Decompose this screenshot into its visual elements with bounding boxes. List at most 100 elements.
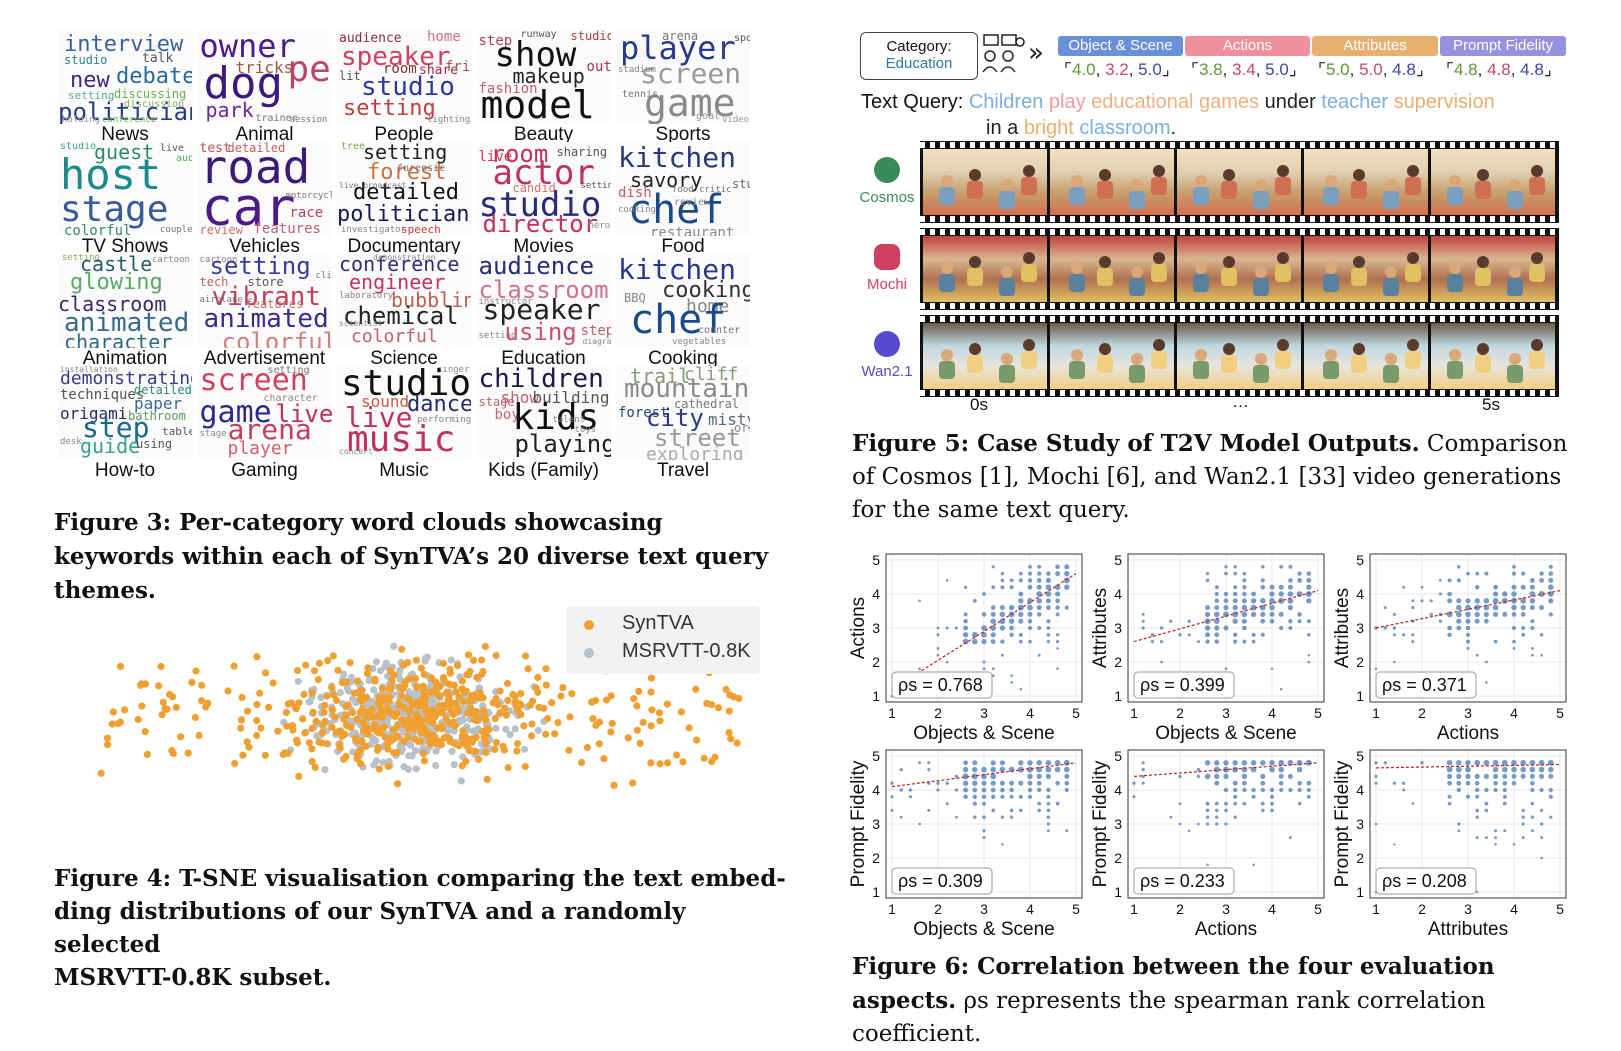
video-frame xyxy=(1304,236,1428,302)
scatter-point xyxy=(927,768,931,772)
scatter-point xyxy=(1530,780,1535,786)
scatter-point xyxy=(1456,578,1461,583)
model-score: 5.0 xyxy=(1325,60,1350,79)
scatter-point xyxy=(1279,787,1284,793)
scatter-point xyxy=(1306,577,1312,583)
scatter-point xyxy=(1027,597,1033,604)
wordcloud-word: audience xyxy=(176,153,192,164)
tsne-point-syntva xyxy=(514,740,522,748)
scatter-point xyxy=(1233,565,1237,569)
scatter-point xyxy=(1242,625,1247,631)
tsne-point-msrvtt xyxy=(343,684,351,692)
rho-label: ρs = 0.309 xyxy=(898,871,983,891)
tsne-point-syntva xyxy=(237,716,246,724)
scatter-point xyxy=(1306,571,1312,576)
tsne-point-syntva xyxy=(478,656,486,664)
wordcloud-word: video xyxy=(722,115,750,125)
tsne-point-msrvtt xyxy=(371,737,380,745)
scatter-point xyxy=(1476,890,1479,894)
tsne-point-syntva xyxy=(610,781,618,789)
wordcloud-image: interview studio talk new debate discussing se… xyxy=(58,30,192,124)
x-tick-label: 4 xyxy=(1268,901,1276,917)
scatter-point xyxy=(1141,619,1145,623)
scatter-point xyxy=(1232,604,1238,611)
scatter-point xyxy=(1223,760,1229,766)
scatter-point xyxy=(1205,571,1210,576)
scatter-point xyxy=(962,780,969,786)
scatter-point xyxy=(1232,780,1238,786)
scatter-point xyxy=(1475,787,1480,793)
scatter-point xyxy=(1539,808,1544,813)
tsne-point-syntva xyxy=(137,680,146,688)
scatter-point xyxy=(1160,640,1164,644)
tsne-point-syntva xyxy=(108,720,116,728)
tsne-point-syntva xyxy=(455,742,463,750)
wordcloud-word: savory xyxy=(630,168,703,192)
wordcloud-word: cooking xyxy=(662,278,750,303)
scatter-point xyxy=(1046,633,1051,637)
tsne-point-syntva xyxy=(420,670,428,678)
tsne-point-syntva xyxy=(103,734,112,742)
tsne-point-syntva xyxy=(492,695,500,703)
y-tick-label: 1 xyxy=(1114,884,1122,900)
tsne-point-syntva xyxy=(391,712,399,720)
tsne-point-syntva xyxy=(399,661,408,669)
scatter-point xyxy=(1242,571,1247,576)
tsne-point-syntva xyxy=(656,760,664,768)
tsne-point-syntva xyxy=(445,680,453,688)
tsne-point-syntva xyxy=(243,738,251,746)
scatter-point xyxy=(1494,836,1498,840)
scatter-point xyxy=(1064,584,1070,590)
tsne-point-syntva xyxy=(364,730,372,738)
scatter-point xyxy=(1511,571,1517,576)
scatter-point xyxy=(1411,606,1415,610)
wordcloud-word: cartoon xyxy=(152,255,190,265)
time-label-ellipsis: … xyxy=(1232,392,1249,411)
wordcloud-word: fashion xyxy=(478,81,538,97)
scatter-point xyxy=(1046,808,1051,813)
tsne-point-syntva xyxy=(480,733,488,741)
tsne-point-syntva xyxy=(693,736,701,744)
scatter-point xyxy=(1475,653,1479,657)
scatter-point xyxy=(1233,787,1238,793)
scatter-point xyxy=(1159,626,1164,630)
scatter-point xyxy=(1269,787,1275,793)
video-frame xyxy=(1431,323,1555,389)
tsne-point-syntva xyxy=(378,685,386,693)
scatter-point xyxy=(1232,598,1238,604)
scatter-point xyxy=(1260,618,1266,624)
tsne-point-syntva xyxy=(377,709,386,717)
legend-marker-syntva xyxy=(584,620,594,630)
tsne-point-msrvtt xyxy=(372,757,381,765)
wordcloud-word: dish xyxy=(618,185,652,201)
scatter-point xyxy=(1223,773,1229,780)
scatter-point xyxy=(927,808,931,812)
wordcloud-word: new xyxy=(70,68,110,93)
tsne-point-syntva xyxy=(460,689,468,697)
scatter-point xyxy=(1540,856,1543,860)
scatter-point xyxy=(1196,767,1201,772)
model-score: 4.8 xyxy=(1520,60,1544,79)
tsne-point-msrvtt xyxy=(511,725,519,733)
scatter-point xyxy=(1027,611,1033,617)
x-axis-label: Attributes xyxy=(1428,919,1508,940)
scatter-point xyxy=(1520,597,1527,604)
scatter-point xyxy=(1392,612,1396,616)
scatter-point xyxy=(1064,780,1070,786)
y-tick-label: 3 xyxy=(1114,620,1122,636)
tsne-point-syntva xyxy=(513,747,521,755)
scatter-point xyxy=(1027,578,1033,583)
tsne-point-syntva xyxy=(143,750,151,758)
scatter-point xyxy=(1548,794,1553,799)
wordcloud-word: street xyxy=(654,424,741,452)
scatter-point xyxy=(999,780,1005,786)
wordcloud-word: features xyxy=(253,221,321,236)
wordcloud-word: kids xyxy=(512,397,600,438)
tsne-point-msrvtt xyxy=(370,686,378,694)
wordcloud-word: colorful xyxy=(221,328,332,348)
tsne-point-syntva xyxy=(192,667,200,675)
wordcloud-word: colorful xyxy=(64,223,132,236)
tsne-point-syntva xyxy=(238,693,246,701)
tsne-point-syntva xyxy=(578,758,586,767)
tsne-point-syntva xyxy=(134,715,142,724)
